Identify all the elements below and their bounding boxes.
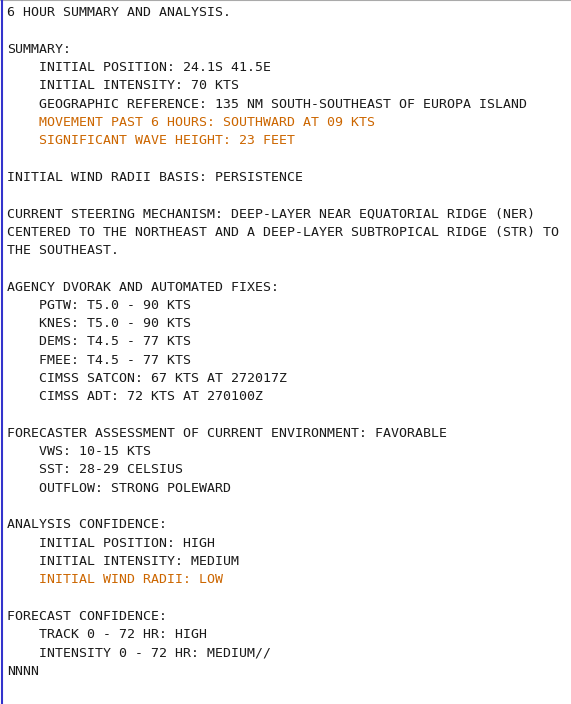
Text: ANALYSIS CONFIDENCE:: ANALYSIS CONFIDENCE: [7,518,167,532]
Text: CIMSS SATCON: 67 KTS AT 272017Z: CIMSS SATCON: 67 KTS AT 272017Z [7,372,287,385]
Text: 6 HOUR SUMMARY AND ANALYSIS.: 6 HOUR SUMMARY AND ANALYSIS. [7,6,231,19]
Text: THE SOUTHEAST.: THE SOUTHEAST. [7,244,119,257]
Text: CIMSS ADT: 72 KTS AT 270100Z: CIMSS ADT: 72 KTS AT 270100Z [7,390,263,403]
Text: NNNN: NNNN [7,665,39,677]
Text: MOVEMENT PAST 6 HOURS: SOUTHWARD AT 09 KTS: MOVEMENT PAST 6 HOURS: SOUTHWARD AT 09 K… [7,116,375,129]
Text: INITIAL POSITION: HIGH: INITIAL POSITION: HIGH [7,536,215,550]
Text: KNES: T5.0 - 90 KTS: KNES: T5.0 - 90 KTS [7,318,191,330]
Text: INITIAL INTENSITY: MEDIUM: INITIAL INTENSITY: MEDIUM [7,555,239,568]
Text: FMEE: T4.5 - 77 KTS: FMEE: T4.5 - 77 KTS [7,353,191,367]
Text: CENTERED TO THE NORTHEAST AND A DEEP-LAYER SUBTROPICAL RIDGE (STR) TO: CENTERED TO THE NORTHEAST AND A DEEP-LAY… [7,226,560,239]
Text: DEMS: T4.5 - 77 KTS: DEMS: T4.5 - 77 KTS [7,335,191,348]
Text: GEOGRAPHIC REFERENCE: 135 NM SOUTH-SOUTHEAST OF EUROPA ISLAND: GEOGRAPHIC REFERENCE: 135 NM SOUTH-SOUTH… [7,98,528,111]
Text: CURRENT STEERING MECHANISM: DEEP-LAYER NEAR EQUATORIAL RIDGE (NER): CURRENT STEERING MECHANISM: DEEP-LAYER N… [7,208,536,220]
Text: SUMMARY:: SUMMARY: [7,43,71,56]
Text: INITIAL WIND RADII BASIS: PERSISTENCE: INITIAL WIND RADII BASIS: PERSISTENCE [7,171,303,184]
Text: INITIAL INTENSITY: 70 KTS: INITIAL INTENSITY: 70 KTS [7,80,239,92]
Text: OUTFLOW: STRONG POLEWARD: OUTFLOW: STRONG POLEWARD [7,482,231,495]
Text: INITIAL POSITION: 24.1S 41.5E: INITIAL POSITION: 24.1S 41.5E [7,61,271,74]
Text: INTENSITY 0 - 72 HR: MEDIUM//: INTENSITY 0 - 72 HR: MEDIUM// [7,646,271,660]
Text: VWS: 10-15 KTS: VWS: 10-15 KTS [7,445,151,458]
Text: AGENCY DVORAK AND AUTOMATED FIXES:: AGENCY DVORAK AND AUTOMATED FIXES: [7,281,279,294]
Text: PGTW: T5.0 - 90 KTS: PGTW: T5.0 - 90 KTS [7,299,191,312]
Text: TRACK 0 - 72 HR: HIGH: TRACK 0 - 72 HR: HIGH [7,628,207,641]
Text: INITIAL WIND RADII: LOW: INITIAL WIND RADII: LOW [7,573,223,586]
Text: SST: 28-29 CELSIUS: SST: 28-29 CELSIUS [7,463,183,477]
Text: SIGNIFICANT WAVE HEIGHT: 23 FEET: SIGNIFICANT WAVE HEIGHT: 23 FEET [7,134,295,147]
Text: FORECASTER ASSESSMENT OF CURRENT ENVIRONMENT: FAVORABLE: FORECASTER ASSESSMENT OF CURRENT ENVIRON… [7,427,448,440]
Text: FORECAST CONFIDENCE:: FORECAST CONFIDENCE: [7,610,167,623]
